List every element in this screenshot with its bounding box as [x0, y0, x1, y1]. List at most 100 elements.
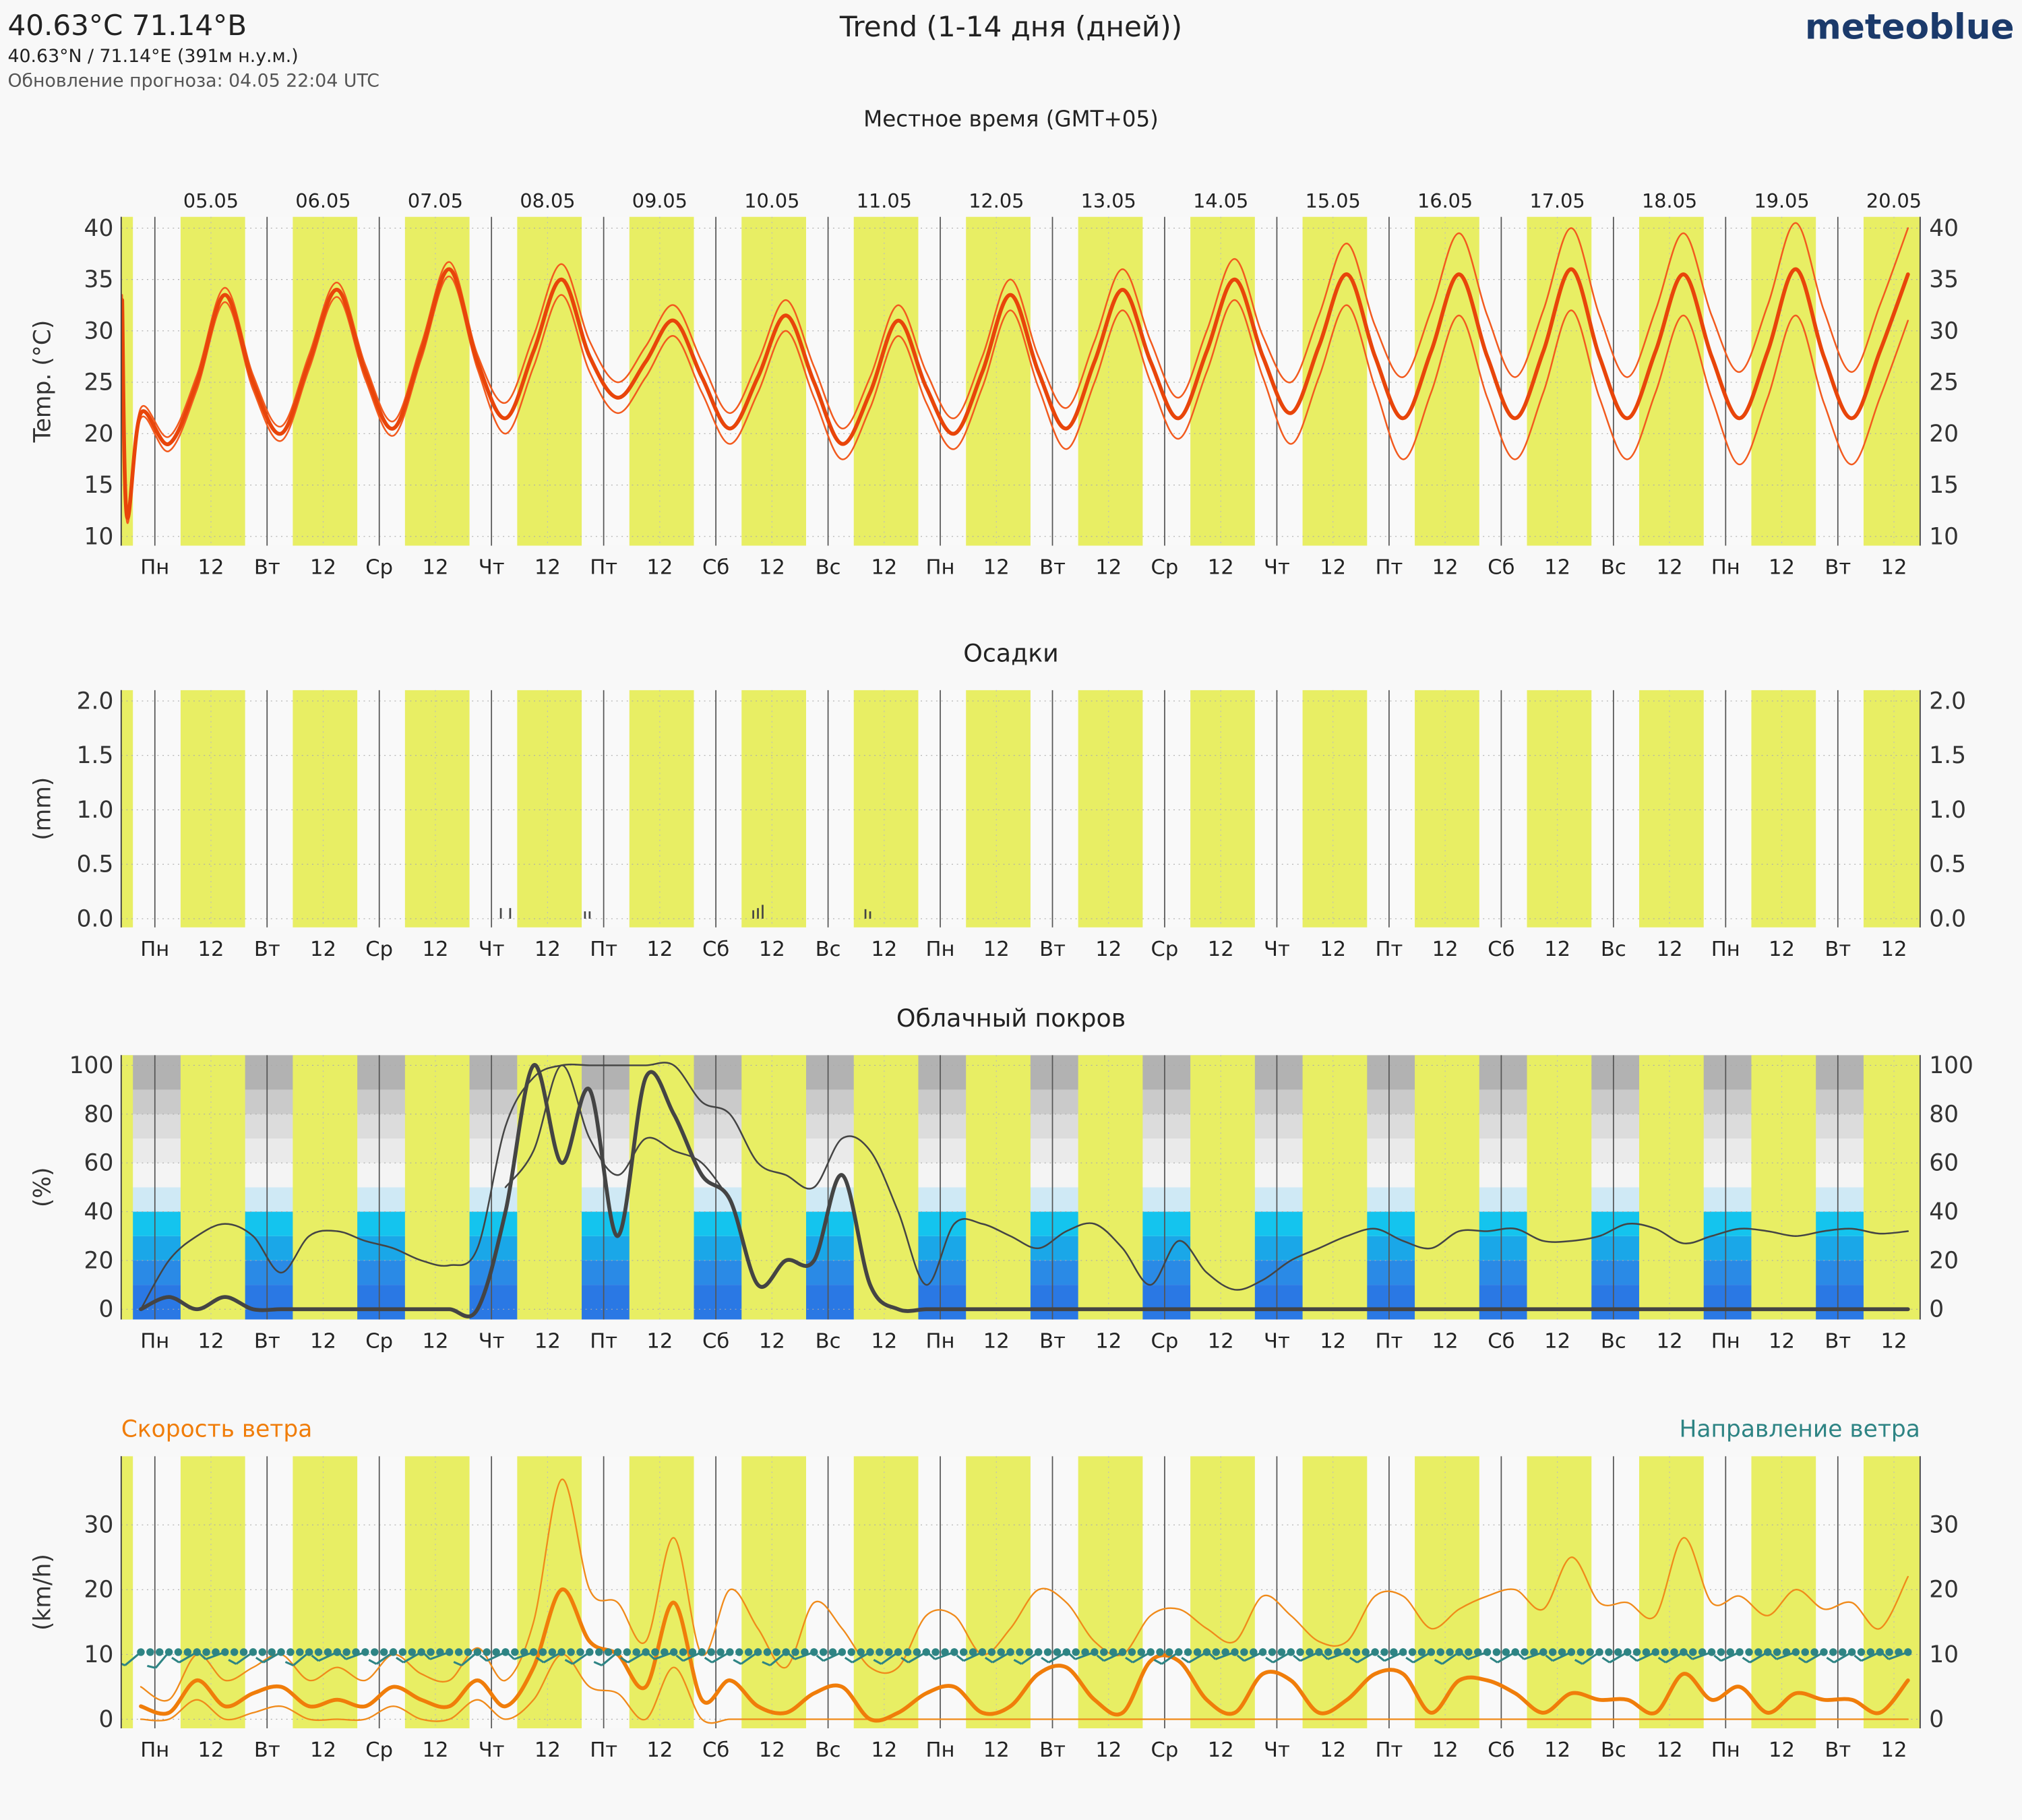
barb-tick [1153, 1659, 1163, 1665]
x-tick-label: 12 [1769, 1738, 1795, 1762]
direction-dot [1754, 1648, 1763, 1656]
direction-dot [744, 1648, 753, 1656]
x-tick-label: Сб [1488, 1330, 1514, 1354]
direction-dot [1698, 1648, 1707, 1656]
barb-tick [564, 1659, 574, 1665]
barb-tick [171, 1656, 180, 1664]
direction-dot [679, 1648, 687, 1656]
barb-tick [1349, 1656, 1358, 1664]
x-tick-label: Сб [1488, 938, 1514, 961]
wind-direction [1798, 1648, 1828, 1664]
x-tick-label: Ср [1151, 556, 1179, 580]
barb-tick [1516, 1652, 1525, 1660]
date-label: 06.05 [295, 189, 350, 212]
direction-dot [389, 1648, 398, 1656]
x-tick-label: Ср [365, 1738, 393, 1762]
x-tick-label: 12 [871, 1330, 897, 1354]
barb-tick [1096, 1654, 1105, 1662]
direction-dot [1642, 1648, 1651, 1656]
direction-dot [539, 1648, 547, 1656]
daylight-band [1190, 690, 1255, 928]
y-tick-label-right: 0 [1929, 1706, 1944, 1733]
update-time: Обновление прогноза: 04.05 22:04 UTC [7, 70, 379, 91]
date-label: 20.05 [1866, 189, 1922, 212]
direction-dot [1016, 1648, 1024, 1656]
x-tick-label: 12 [422, 1330, 448, 1354]
direction-dot [866, 1648, 874, 1656]
direction-dot [1100, 1648, 1108, 1656]
date-label: 09.05 [632, 189, 687, 212]
direction-dot [847, 1648, 856, 1656]
direction-dot [511, 1648, 519, 1656]
wind-direction [1096, 1648, 1127, 1662]
direction-dot [828, 1648, 837, 1656]
barb-tick [1125, 1656, 1134, 1664]
date-label: 12.05 [969, 189, 1024, 212]
direction-dot [427, 1648, 435, 1656]
x-tick-label: 12 [646, 556, 673, 580]
direction-dot [1390, 1648, 1398, 1656]
x-tick-label: Вт [1825, 556, 1851, 580]
direction-dot [202, 1648, 210, 1656]
barb-tick [1181, 1656, 1190, 1664]
x-tick-label: 12 [422, 556, 448, 580]
wind-direction [873, 1648, 902, 1665]
barb-tick [1461, 1652, 1469, 1660]
barb-tick [1490, 1656, 1498, 1664]
daylight-band [853, 1456, 919, 1728]
direction-dot [1250, 1648, 1258, 1656]
direction-dot [801, 1648, 809, 1656]
x-tick-label: Пн [1711, 1738, 1740, 1762]
daylight-band [121, 690, 133, 928]
direction-dot [1352, 1648, 1361, 1656]
direction-dot [1632, 1648, 1641, 1656]
wind-direction [816, 1648, 847, 1662]
direction-dot [688, 1648, 697, 1656]
daylight-band [517, 216, 582, 546]
direction-dot [1408, 1648, 1417, 1656]
x-tick-label: 12 [759, 556, 785, 580]
daylight-band [517, 690, 582, 928]
direction-dot [1436, 1648, 1444, 1656]
y-tick-label: 0.5 [77, 851, 114, 878]
direction-dot [1072, 1648, 1080, 1656]
direction-dot [959, 1648, 968, 1656]
direction-dot [1025, 1648, 1033, 1656]
x-tick-label: 12 [1881, 938, 1907, 961]
daylight-band [1527, 216, 1592, 546]
wind-direction [1434, 1648, 1463, 1665]
y-axis-label: (km/h) [30, 1554, 57, 1631]
x-tick-label: Чт [479, 1330, 505, 1354]
daylight-band [1751, 690, 1816, 928]
daylight-band [1190, 1456, 1255, 1728]
direction-dot [1306, 1648, 1314, 1656]
direction-dot [613, 1648, 622, 1656]
wind-direction [368, 1648, 398, 1665]
direction-dot [1343, 1648, 1351, 1656]
direction-dot [1043, 1648, 1052, 1656]
location: 40.63°C 71.14°B [7, 9, 247, 42]
x-tick-label: Вт [1039, 1330, 1066, 1354]
daylight-band [293, 1055, 358, 1320]
wind-direction [1349, 1648, 1379, 1664]
direction-dot [1324, 1648, 1332, 1656]
y-tick-label-right: 0.5 [1929, 851, 1966, 878]
direction-dot [183, 1648, 192, 1656]
wind-direction [147, 1648, 173, 1669]
direction-dot [857, 1648, 865, 1656]
direction-dot [950, 1648, 958, 1656]
barb-tick [507, 1652, 515, 1660]
direction-dot [913, 1648, 921, 1656]
x-tick-label: 12 [1320, 1738, 1346, 1762]
x-tick-label: Чт [479, 938, 505, 961]
barb-tick [396, 1656, 404, 1664]
direction-dot [268, 1648, 276, 1656]
wind-direction [255, 1648, 285, 1664]
wind-direction [900, 1648, 930, 1664]
direction-dot [772, 1648, 781, 1656]
y-tick-label: 20 [84, 421, 114, 448]
wind-direction [1657, 1648, 1688, 1664]
daylight-band [1190, 216, 1255, 546]
x-tick-label: 12 [1320, 1330, 1346, 1354]
